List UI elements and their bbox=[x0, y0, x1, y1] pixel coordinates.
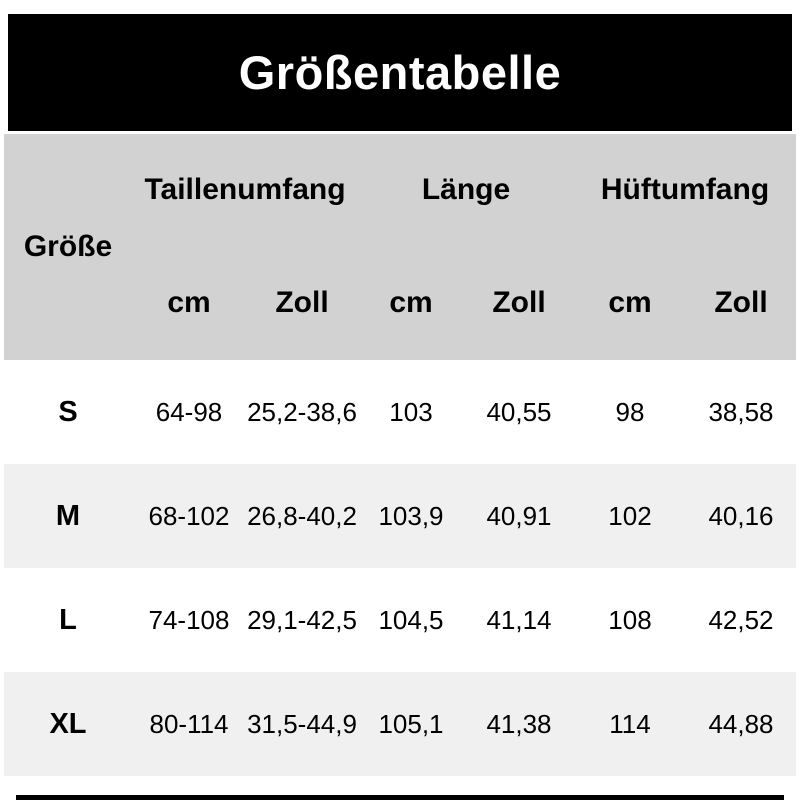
length-cm-value: 105,1 bbox=[378, 709, 444, 739]
length-zoll-value: 41,14 bbox=[486, 605, 552, 635]
unit-header-hip-cm: cm bbox=[608, 286, 652, 319]
waist-cm-value: 80-114 bbox=[149, 709, 229, 739]
table-row-s: S 64-98 25,2-38,6 103 40,55 98 38,58 bbox=[4, 360, 796, 464]
size-label: S bbox=[58, 395, 78, 428]
hip-cm-value: 108 bbox=[608, 605, 652, 635]
length-cm-value: 103,9 bbox=[378, 501, 444, 531]
waist-zoll-value: 25,2-38,6 bbox=[247, 397, 357, 427]
unit-header-length-cm: cm bbox=[389, 286, 433, 319]
size-chart-title: Größentabelle bbox=[238, 46, 562, 99]
bottom-banner-strip bbox=[16, 795, 784, 800]
hip-zoll-value: 38,58 bbox=[708, 397, 774, 427]
table-body: S 64-98 25,2-38,6 103 40,55 98 38,58 M 6… bbox=[4, 360, 796, 776]
waist-zoll-value: 26,8-40,2 bbox=[247, 501, 357, 531]
hip-zoll-value: 40,16 bbox=[708, 501, 774, 531]
waist-cm-value: 68-102 bbox=[148, 501, 230, 531]
column-header-size: Größe bbox=[23, 230, 113, 263]
unit-header-waist-zoll: Zoll bbox=[275, 286, 329, 319]
column-group-waist: Taillenumfang bbox=[144, 173, 346, 206]
unit-header-length-zoll: Zoll bbox=[492, 286, 546, 319]
unit-header-waist-cm: cm bbox=[167, 286, 211, 319]
size-label: M bbox=[55, 499, 81, 532]
table-header: Größe Taillenumfang Länge Hüftumfang cm … bbox=[4, 134, 796, 360]
hip-cm-value: 102 bbox=[608, 501, 652, 531]
length-cm-value: 104,5 bbox=[378, 605, 444, 635]
waist-cm-value: 64-98 bbox=[155, 397, 223, 427]
unit-header-hip-zoll: Zoll bbox=[714, 286, 768, 319]
title-banner: Größentabelle bbox=[8, 14, 792, 131]
size-label: L bbox=[59, 603, 77, 636]
column-group-hip: Hüftumfang bbox=[600, 173, 770, 206]
length-zoll-value: 40,91 bbox=[486, 501, 552, 531]
size-label: XL bbox=[49, 707, 87, 740]
hip-zoll-value: 44,88 bbox=[708, 709, 774, 739]
length-zoll-value: 41,38 bbox=[486, 709, 552, 739]
length-cm-value: 103 bbox=[389, 397, 433, 427]
column-group-length: Länge bbox=[421, 173, 511, 206]
length-zoll-value: 40,55 bbox=[486, 397, 552, 427]
table-row-l: L 74-108 29,1-42,5 104,5 41,14 108 42,52 bbox=[4, 568, 796, 672]
waist-cm-value: 74-108 bbox=[148, 605, 230, 635]
table-row-xl: XL 80-114 31,5-44,9 105,1 41,38 114 44,8… bbox=[4, 672, 796, 776]
waist-zoll-value: 31,5-44,9 bbox=[247, 709, 357, 739]
waist-zoll-value: 29,1-42,5 bbox=[247, 605, 357, 635]
hip-zoll-value: 42,52 bbox=[708, 605, 774, 635]
hip-cm-value: 114 bbox=[609, 709, 651, 739]
hip-cm-value: 98 bbox=[615, 397, 645, 427]
table-row-m: M 68-102 26,8-40,2 103,9 40,91 102 40,16 bbox=[4, 464, 796, 568]
